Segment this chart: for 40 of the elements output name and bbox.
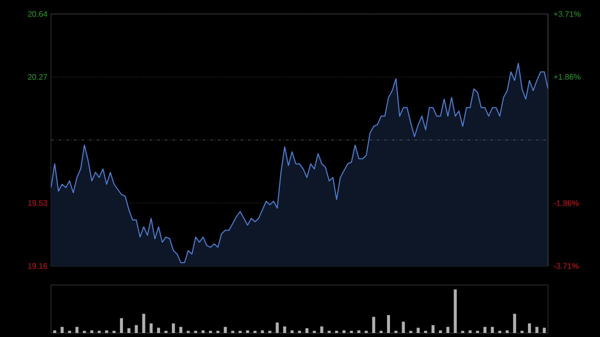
bar	[454, 289, 457, 333]
bar	[490, 326, 494, 333]
bar	[416, 328, 420, 333]
bar	[446, 326, 450, 333]
bar	[75, 326, 78, 333]
bar	[120, 318, 123, 333]
bar	[202, 330, 205, 333]
bar	[357, 330, 360, 333]
bar	[53, 330, 56, 333]
bar	[542, 328, 546, 333]
bar	[342, 330, 346, 333]
bar	[179, 326, 182, 333]
bar	[90, 330, 94, 333]
bar	[513, 314, 516, 333]
bar	[172, 323, 175, 333]
bar	[150, 323, 153, 333]
bar	[157, 328, 160, 333]
bar	[432, 325, 435, 333]
bar	[224, 326, 227, 333]
bar	[387, 315, 390, 333]
bar	[305, 328, 308, 333]
bar	[260, 330, 264, 333]
bar	[105, 330, 108, 333]
bar	[127, 328, 130, 333]
bar	[506, 330, 509, 333]
bar	[283, 326, 286, 333]
bar	[372, 316, 376, 333]
bar	[483, 326, 486, 333]
bar	[528, 323, 531, 333]
bar	[246, 330, 250, 333]
bar	[142, 314, 146, 333]
bar	[320, 326, 324, 333]
bar	[535, 326, 538, 333]
bar	[438, 330, 442, 333]
bar	[276, 322, 279, 333]
bar	[134, 325, 138, 333]
bar	[402, 322, 405, 333]
bar	[290, 330, 294, 333]
bar	[60, 326, 64, 333]
bar	[468, 330, 472, 333]
